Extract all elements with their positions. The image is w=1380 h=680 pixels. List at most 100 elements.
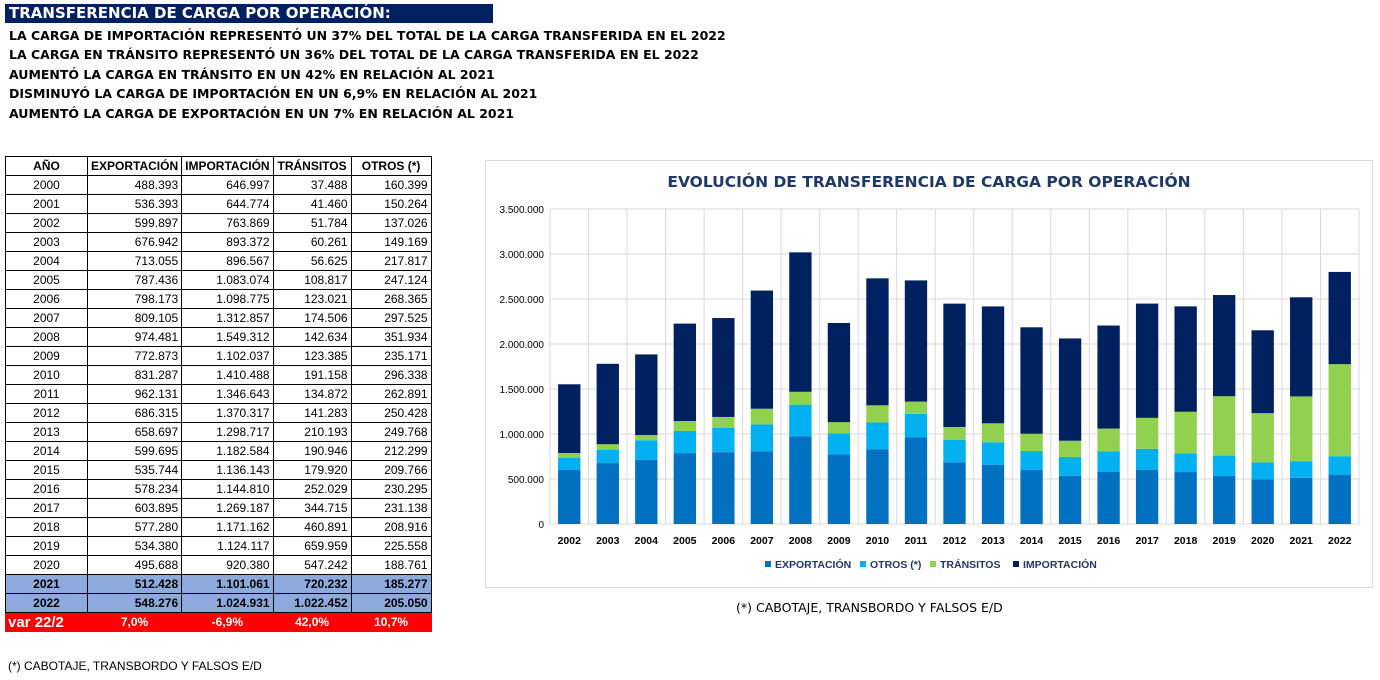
table-cell-year[interactable]: 2018 (5, 517, 88, 537)
table-cell[interactable]: 1.101.061 (181, 574, 274, 594)
table-cell[interactable]: 512.428 (86, 574, 183, 594)
table-cell[interactable]: 235.171 (350, 346, 432, 366)
table-cell[interactable]: 763.869 (181, 213, 274, 233)
table-cell[interactable]: 460.891 (272, 517, 352, 537)
table-cell[interactable]: 713.055 (86, 251, 183, 271)
table-cell-year[interactable]: 2014 (5, 441, 88, 461)
col-header-year[interactable]: AÑO (5, 156, 88, 176)
table-cell[interactable]: 1.182.584 (181, 441, 274, 461)
table-cell[interactable]: 1.549.312 (181, 327, 274, 347)
table-cell[interactable]: 1.083.074 (181, 270, 274, 290)
table-cell[interactable]: 1.098.775 (181, 289, 274, 309)
table-cell[interactable]: 252.029 (272, 479, 352, 499)
table-cell[interactable]: 787.436 (86, 270, 183, 290)
col-header-export[interactable]: EXPORTACIÓN (86, 156, 183, 176)
table-cell[interactable]: 534.380 (86, 536, 183, 556)
table-cell[interactable]: 142.634 (272, 327, 352, 347)
table-cell-year[interactable]: 2008 (5, 327, 88, 347)
table-cell[interactable]: 123.385 (272, 346, 352, 366)
table-cell[interactable]: 644.774 (181, 194, 274, 214)
table-cell-year[interactable]: 2019 (5, 536, 88, 556)
table-cell[interactable]: 41.460 (272, 194, 352, 214)
table-cell[interactable]: 209.766 (350, 460, 432, 480)
table-cell-year[interactable]: 2007 (5, 308, 88, 328)
table-cell[interactable]: 212.299 (350, 441, 432, 461)
table-cell[interactable]: 893.372 (181, 232, 274, 252)
table-cell[interactable]: 249.768 (350, 422, 432, 442)
table-cell[interactable]: 230.295 (350, 479, 432, 499)
table-cell[interactable]: 205.050 (350, 593, 432, 613)
table-cell[interactable]: 1.370.317 (181, 403, 274, 423)
table-cell-year[interactable]: 2013 (5, 422, 88, 442)
table-cell[interactable]: 658.697 (86, 422, 183, 442)
table-cell[interactable]: 268.365 (350, 289, 432, 309)
table-cell[interactable]: 720.232 (272, 574, 352, 594)
table-cell[interactable]: 1.124.117 (181, 536, 274, 556)
table-cell[interactable]: 1.144.810 (181, 479, 274, 499)
table-cell[interactable]: 247.124 (350, 270, 432, 290)
table-cell[interactable]: 60.261 (272, 232, 352, 252)
table-cell[interactable]: 56.625 (272, 251, 352, 271)
col-header-transit[interactable]: TRÁNSITOS (272, 156, 352, 176)
table-cell[interactable]: 920.380 (181, 555, 274, 575)
table-cell-year[interactable]: 2000 (5, 175, 88, 195)
table-cell-year[interactable]: 2017 (5, 498, 88, 518)
table-cell[interactable]: 488.393 (86, 175, 183, 195)
table-cell[interactable]: 798.173 (86, 289, 183, 309)
table-cell[interactable]: 599.897 (86, 213, 183, 233)
table-cell[interactable]: 42,0% (272, 612, 352, 632)
table-cell-year[interactable]: 2021 (5, 574, 88, 594)
col-header-import[interactable]: IMPORTACIÓN (181, 156, 274, 176)
table-cell[interactable]: 174.506 (272, 308, 352, 328)
table-cell[interactable]: 809.105 (86, 308, 183, 328)
table-cell[interactable]: 659.959 (272, 536, 352, 556)
table-cell[interactable]: 646.997 (181, 175, 274, 195)
table-cell-year[interactable]: var 22/2 (5, 612, 88, 632)
table-cell[interactable]: 208.916 (350, 517, 432, 537)
table-cell[interactable]: 296.338 (350, 365, 432, 385)
table-cell-year[interactable]: 2004 (5, 251, 88, 271)
table-cell-year[interactable]: 2016 (5, 479, 88, 499)
table-cell[interactable]: 123.021 (272, 289, 352, 309)
table-cell[interactable]: 51.784 (272, 213, 352, 233)
table-cell[interactable]: 179.920 (272, 460, 352, 480)
table-cell[interactable]: 603.895 (86, 498, 183, 518)
table-cell[interactable]: 351.934 (350, 327, 432, 347)
table-cell[interactable]: 188.761 (350, 555, 432, 575)
table-cell[interactable]: 1.312.857 (181, 308, 274, 328)
table-cell[interactable]: 185.277 (350, 574, 432, 594)
table-cell[interactable]: 577.280 (86, 517, 183, 537)
table-cell[interactable]: 896.567 (181, 251, 274, 271)
table-cell-year[interactable]: 2011 (5, 384, 88, 404)
table-cell[interactable]: 1.024.931 (181, 593, 274, 613)
table-cell[interactable]: 1.022.452 (272, 593, 352, 613)
table-cell[interactable]: 1.102.037 (181, 346, 274, 366)
table-cell[interactable]: 108.817 (272, 270, 352, 290)
table-cell[interactable]: 160.399 (350, 175, 432, 195)
table-cell[interactable]: 137.026 (350, 213, 432, 233)
table-cell[interactable]: 190.946 (272, 441, 352, 461)
chart-panel[interactable]: EVOLUCIÓN DE TRANSFERENCIA DE CARGA POR … (485, 160, 1373, 588)
table-cell[interactable]: 1.346.643 (181, 384, 274, 404)
table-cell[interactable]: 686.315 (86, 403, 183, 423)
table-cell-year[interactable]: 2003 (5, 232, 88, 252)
table-cell[interactable]: 547.242 (272, 555, 352, 575)
table-cell-year[interactable]: 2022 (5, 593, 88, 613)
table-cell[interactable]: 149.169 (350, 232, 432, 252)
table-cell[interactable]: 974.481 (86, 327, 183, 347)
table-cell-year[interactable]: 2012 (5, 403, 88, 423)
table-cell-year[interactable]: 2015 (5, 460, 88, 480)
table-cell[interactable]: -6,9% (181, 612, 274, 632)
table-cell[interactable]: 578.234 (86, 479, 183, 499)
table-cell[interactable]: 536.393 (86, 194, 183, 214)
table-cell[interactable]: 495.688 (86, 555, 183, 575)
table-cell[interactable]: 599.695 (86, 441, 183, 461)
table-cell[interactable]: 141.283 (272, 403, 352, 423)
table-cell[interactable]: 250.428 (350, 403, 432, 423)
table-cell-year[interactable]: 2009 (5, 346, 88, 366)
table-cell[interactable]: 676.942 (86, 232, 183, 252)
col-header-other[interactable]: OTROS (*) (350, 156, 432, 176)
table-cell[interactable]: 772.873 (86, 346, 183, 366)
table-cell[interactable]: 831.287 (86, 365, 183, 385)
table-cell[interactable]: 210.193 (272, 422, 352, 442)
